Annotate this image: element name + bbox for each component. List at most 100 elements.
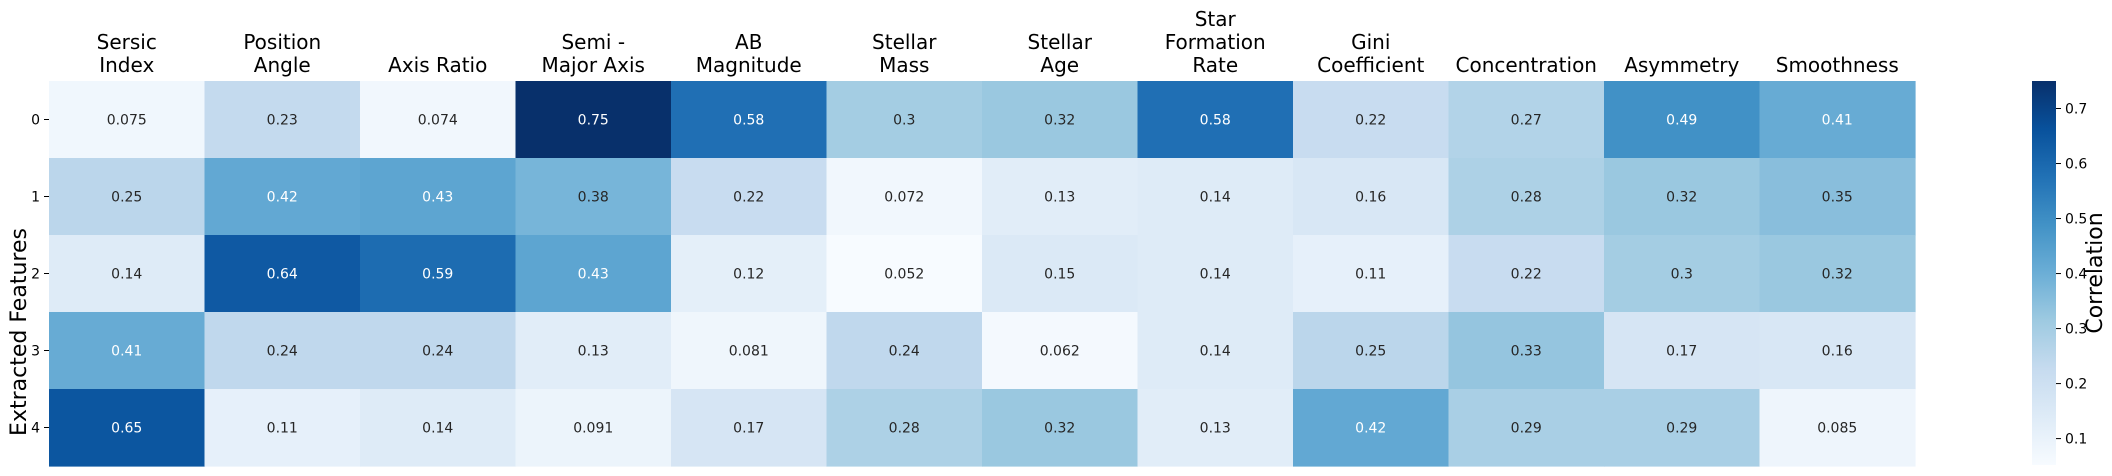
cell-value-label: 0.24 — [889, 344, 920, 360]
cell-value-label: 0.28 — [889, 421, 920, 437]
heatmap-cell — [49, 158, 206, 236]
heatmap-cell — [982, 81, 1139, 159]
cell-value-label: 0.11 — [1355, 267, 1386, 283]
colorbar-tick-label: 0.2 — [2065, 377, 2087, 393]
heatmap-cell — [1293, 312, 1450, 390]
heatmap-cell — [49, 312, 206, 390]
heatmap-cell — [204, 312, 361, 390]
heatmap-cell — [1759, 158, 1916, 236]
column-label: Stellar Mass — [872, 30, 937, 77]
cell-value-label: 0.15 — [1044, 267, 1075, 283]
heatmap-cell — [1448, 312, 1605, 390]
heatmap-cell — [1137, 235, 1294, 313]
cell-value-label: 0.42 — [1355, 421, 1386, 437]
cell-value-label: 0.075 — [107, 113, 147, 129]
cell-value-label: 0.17 — [733, 421, 764, 437]
heatmap-cell — [1448, 389, 1605, 467]
heatmap-cell — [204, 389, 361, 467]
cell-value-label: 0.052 — [884, 267, 924, 283]
heatmap-cell — [1604, 158, 1761, 236]
row-label: 4 — [31, 421, 40, 437]
cell-value-label: 0.22 — [1355, 113, 1386, 129]
heatmap-cell — [826, 389, 983, 467]
cell-value-label: 0.11 — [267, 421, 298, 437]
heatmap-cell — [1604, 312, 1761, 390]
cell-value-label: 0.25 — [1355, 344, 1386, 360]
column-label: Axis Ratio — [388, 53, 487, 77]
cell-value-label: 0.43 — [578, 267, 609, 283]
cell-value-label: 0.3 — [1671, 267, 1693, 283]
heatmap-cell — [1759, 81, 1916, 159]
cell-value-label: 0.072 — [884, 190, 924, 206]
row-label: 2 — [31, 267, 40, 283]
cell-value-label: 0.75 — [578, 113, 609, 129]
heatmap-cell — [515, 158, 672, 236]
colorbar-ticks: 0.1 0.2 0.3 0.4 0.5 0.6 0.7 — [2056, 102, 2087, 448]
heatmap-cell — [671, 312, 828, 390]
heatmap-cell — [1759, 389, 1916, 467]
cell-value-label: 0.24 — [267, 344, 298, 360]
cell-value-label: 0.35 — [1822, 190, 1853, 206]
heatmap-cell — [671, 389, 828, 467]
heatmap-cell — [360, 81, 517, 159]
cell-value-label: 0.25 — [111, 190, 142, 206]
heatmap-cell — [1604, 389, 1761, 467]
heatmap-cell — [1293, 389, 1450, 467]
colorbar-tick-label: 0.7 — [2065, 102, 2087, 118]
heatmap-cell — [49, 389, 206, 467]
cell-value-label: 0.28 — [1511, 190, 1542, 206]
cell-value-label: 0.27 — [1511, 113, 1542, 129]
heatmap-cell — [204, 81, 361, 159]
row-label: 1 — [31, 190, 40, 206]
heatmap-cell — [1293, 235, 1450, 313]
heatmap-cell — [982, 389, 1139, 467]
heatmap-cell — [515, 312, 672, 390]
cell-value-label: 0.14 — [422, 421, 453, 437]
cell-value-label: 0.64 — [267, 267, 298, 283]
cell-value-label: 0.13 — [1200, 421, 1231, 437]
cell-value-label: 0.22 — [1511, 267, 1542, 283]
colorbar-tick-label: 0.6 — [2065, 157, 2087, 173]
cell-value-label: 0.091 — [573, 421, 613, 437]
cell-value-label: 0.58 — [1200, 113, 1231, 129]
heatmap-cell — [1759, 312, 1916, 390]
colorbar-tick-label: 0.4 — [2065, 267, 2087, 283]
cell-value-label: 0.085 — [1817, 421, 1857, 437]
colorbar-tick-label: 0.5 — [2065, 212, 2087, 228]
heatmap-cell — [826, 235, 983, 313]
cell-value-label: 0.23 — [267, 113, 298, 129]
column-label: Sersic Index — [97, 30, 157, 77]
cell-value-label: 0.12 — [733, 267, 764, 283]
cell-value-label: 0.17 — [1666, 344, 1697, 360]
heatmap-cells — [49, 81, 1916, 467]
heatmap-cell — [982, 235, 1139, 313]
heatmap-cell — [1604, 81, 1761, 159]
heatmap-cell — [1448, 81, 1605, 159]
heatmap-cell — [1137, 158, 1294, 236]
heatmap-cell — [515, 389, 672, 467]
cell-value-label: 0.33 — [1511, 344, 1542, 360]
heatmap-cell — [49, 81, 206, 159]
heatmap-cell — [1137, 312, 1294, 390]
row-label: 3 — [31, 344, 40, 360]
cell-value-label: 0.14 — [1200, 190, 1231, 206]
cell-value-label: 0.41 — [1822, 113, 1853, 129]
column-label: Position Angle — [243, 30, 321, 77]
heatmap-cell — [1759, 235, 1916, 313]
heatmap-cell — [360, 158, 517, 236]
cell-value-label: 0.16 — [1355, 190, 1386, 206]
heatmap-cell — [671, 158, 828, 236]
heatmap-cell — [515, 235, 672, 313]
cell-value-label: 0.16 — [1822, 344, 1853, 360]
column-labels: Sersic Index Position Angle Axis Ratio Semi -… — [97, 7, 1899, 77]
heatmap-cell — [826, 312, 983, 390]
heatmap-cell — [671, 81, 828, 159]
cell-value-label: 0.32 — [1666, 190, 1697, 206]
heatmap-cell — [1293, 81, 1450, 159]
cell-value-label: 0.49 — [1666, 113, 1697, 129]
column-label: Stellar Age — [1028, 30, 1093, 77]
colorbar-tick-label: 0.3 — [2065, 322, 2087, 338]
heatmap-cell — [982, 312, 1139, 390]
column-label: Gini Coefficient — [1317, 30, 1424, 77]
